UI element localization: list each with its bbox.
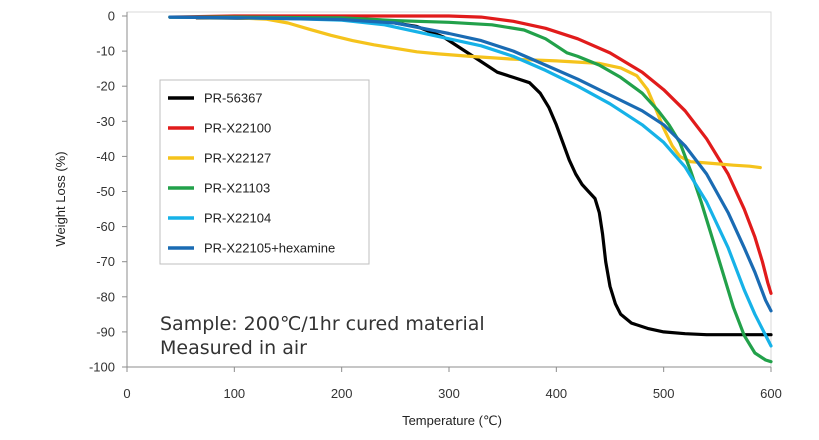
x-tick-label: 500 — [653, 386, 675, 401]
y-tick-label: -50 — [96, 184, 115, 199]
x-tick-label: 100 — [223, 386, 245, 401]
x-axis-title: Temperature (℃) — [402, 413, 502, 428]
series-lines — [168, 14, 773, 364]
annotation: Sample: 200℃/1hr cured material Measured… — [152, 305, 504, 363]
x-axis-ticks: 0 100 200 300 400 500 600 — [123, 367, 782, 401]
legend-label: PR-X22105+hexamine — [204, 241, 335, 256]
legend-label: PR-X22104 — [204, 211, 271, 226]
legend-label: PR-X22127 — [204, 151, 271, 166]
y-tick-label: -70 — [96, 254, 115, 269]
legend-box — [159, 79, 370, 265]
y-tick-label: -100 — [89, 360, 115, 375]
y-tick-label: -40 — [96, 149, 115, 164]
legend-label: PR-56367 — [204, 91, 263, 106]
legend-label: PR-X21103 — [204, 181, 270, 196]
annotation-line-2: Measured in air — [160, 337, 307, 359]
x-tick-label: 200 — [331, 386, 353, 401]
y-tick-label: -60 — [96, 219, 115, 234]
series-line-pr-x21103 — [168, 15, 773, 364]
legend-label: PR-X22100 — [204, 121, 271, 136]
x-tick-label: 600 — [760, 386, 782, 401]
y-tick-label: -30 — [96, 114, 115, 129]
y-axis-ticks: 0 -10 -20 -30 -40 -50 -60 -70 -80 -90 -100 — [89, 9, 127, 375]
annotation-bg — [152, 305, 504, 363]
y-axis-title: Weight Loss (%) — [53, 151, 68, 246]
legend: PR-56367 PR-X22100 PR-X22127 PR-X21103 PR-X2… — [159, 79, 370, 265]
x-tick-label: 300 — [438, 386, 460, 401]
y-tick-label: -80 — [96, 289, 115, 304]
annotation-line-1: Sample: 200℃/1hr cured material — [160, 313, 485, 335]
series-line-pr-56367 — [195, 16, 773, 337]
y-tick-label: -90 — [96, 324, 115, 339]
y-tick-label: -20 — [96, 79, 115, 94]
series-line-pr-x22100 — [168, 14, 773, 295]
y-tick-label: 0 — [108, 9, 115, 24]
y-tick-label: -10 — [96, 44, 115, 59]
series-line-pr-x22105-hexamine — [168, 15, 773, 313]
x-tick-label: 400 — [545, 386, 567, 401]
x-tick-label: 0 — [123, 386, 130, 401]
